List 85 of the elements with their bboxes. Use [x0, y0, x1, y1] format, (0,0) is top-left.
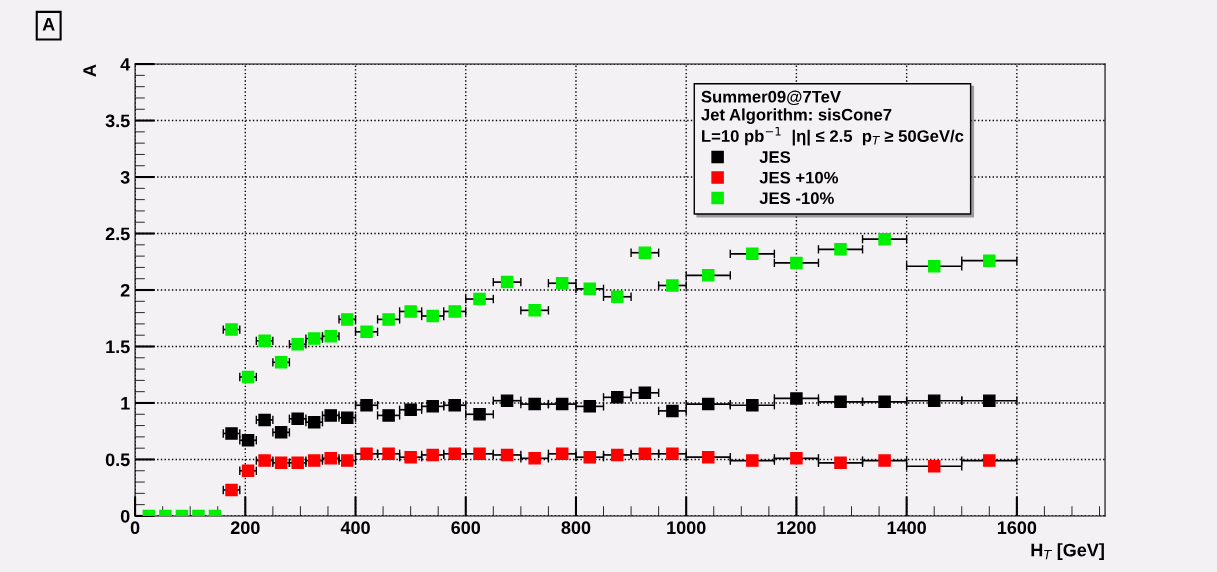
point — [448, 447, 461, 461]
point — [555, 276, 569, 290]
point — [878, 454, 891, 467]
y-tick-label: 3 — [120, 170, 130, 184]
point — [426, 400, 439, 413]
legend-label: JES +10% — [759, 171, 839, 184]
point — [500, 275, 514, 289]
point — [500, 448, 514, 462]
point — [555, 397, 569, 411]
point — [611, 391, 624, 404]
legend-label: JES — [759, 151, 791, 163]
point — [983, 454, 996, 467]
point — [382, 313, 395, 326]
y-tick-label: 1.5 — [106, 340, 130, 354]
point — [701, 269, 715, 282]
point — [927, 459, 941, 473]
point — [878, 232, 891, 246]
point — [473, 408, 486, 421]
point — [666, 404, 679, 418]
x-tick-label: 1200 — [777, 521, 816, 535]
point — [583, 282, 597, 296]
point — [404, 403, 417, 417]
point — [666, 279, 679, 292]
point — [746, 398, 759, 412]
x-tick-label: 1600 — [997, 521, 1037, 535]
y-tick-label: 1 — [121, 397, 130, 410]
y-tick-label: 0.5 — [105, 453, 130, 467]
point — [746, 247, 759, 261]
point — [834, 243, 847, 256]
point — [790, 392, 803, 405]
x-tick-label: 800 — [561, 521, 591, 535]
x-tick-label: 0 — [130, 521, 140, 535]
point — [473, 447, 486, 461]
point — [500, 394, 514, 407]
y-axis-title: A — [83, 64, 96, 77]
y-tick-label: 2.5 — [105, 227, 130, 241]
point — [611, 290, 624, 304]
point — [878, 395, 891, 409]
point — [638, 386, 652, 400]
point — [448, 305, 461, 318]
legend-title: Summer09@7TeV Jet Algorithm: sisCone7 L=10 pb$^{−1}$ |η| ≤ 2.5 p$_{T}$ ≥ 50GeV/c — [701, 90, 964, 146]
point — [834, 456, 847, 470]
x-tick-label: 1400 — [887, 521, 926, 535]
point — [528, 452, 541, 465]
point — [666, 447, 679, 461]
x-tick-label: 200 — [230, 521, 260, 535]
point — [555, 447, 569, 461]
point — [583, 450, 597, 464]
point — [360, 325, 373, 339]
y-tick-label: 3.5 — [105, 114, 130, 128]
point — [583, 400, 597, 413]
legend-label: JES -10% — [759, 192, 834, 205]
point — [834, 395, 847, 409]
point — [611, 448, 624, 462]
point — [983, 254, 996, 267]
point — [790, 256, 803, 270]
x-tick-label: 600 — [451, 521, 481, 535]
point — [404, 450, 417, 464]
point — [701, 450, 715, 464]
point — [426, 309, 439, 323]
point — [473, 292, 486, 306]
point — [528, 397, 541, 411]
point — [701, 397, 715, 411]
y-tick-label: 4 — [120, 58, 131, 71]
x-axis-title: H$_{T}$ [GeV] — [1031, 543, 1104, 561]
point — [927, 394, 941, 407]
x-tick-label: 400 — [340, 521, 370, 535]
point — [638, 246, 652, 259]
point — [360, 447, 373, 461]
y-tick-label: 0 — [120, 509, 130, 523]
point — [382, 409, 395, 422]
point — [426, 448, 439, 462]
point — [746, 454, 759, 467]
x-tick-label: 1000 — [667, 521, 706, 535]
point — [360, 398, 373, 412]
point — [790, 452, 803, 465]
point — [404, 305, 417, 318]
text: A — [42, 17, 55, 31]
point — [448, 398, 461, 412]
y-tick-label: 2 — [120, 283, 130, 297]
point — [638, 447, 652, 461]
point — [528, 304, 541, 317]
point — [927, 260, 941, 273]
point — [382, 447, 395, 461]
point — [983, 394, 996, 407]
